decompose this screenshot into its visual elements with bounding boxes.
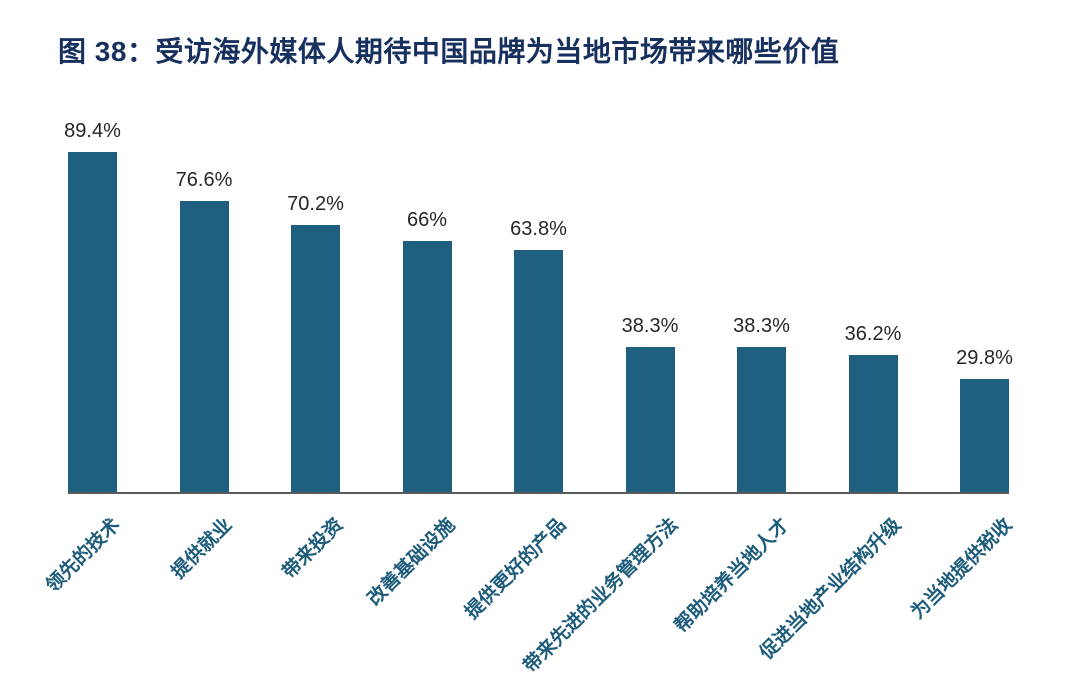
category-label: 带来投资 xyxy=(279,514,348,584)
bar-value-label: 76.6% xyxy=(175,169,233,191)
category-label: 帮助培养当地人才 xyxy=(671,514,794,637)
x-axis-category-labels: 领先的技术 提供就业 带来投资 改善基础设施 提供更好的产品 带来先进的业务管理方法 帮助培… xyxy=(43,505,1017,695)
bar xyxy=(625,347,675,493)
bar xyxy=(737,347,786,493)
bar xyxy=(68,152,117,493)
category-label: 为当地提供税收 xyxy=(907,514,1017,624)
bar xyxy=(514,250,563,493)
bar-value-label: 89.4% xyxy=(64,120,121,142)
bar-value-label: 29.8% xyxy=(956,347,1013,369)
bar-value-label: 38.3% xyxy=(621,315,679,337)
category-label: 改善基础设施 xyxy=(363,514,460,611)
category-label: 提供就业 xyxy=(167,514,237,584)
bar xyxy=(848,355,898,493)
bar xyxy=(179,201,229,493)
bar-value-label: 36.2% xyxy=(844,323,902,345)
bar-value-label: 66% xyxy=(406,209,448,231)
chart-title: 图 38：受访海外媒体人期待中国品牌为当地市场带来哪些价值 xyxy=(58,36,840,67)
category-label: 提供更好的产品 xyxy=(461,514,571,624)
bar xyxy=(960,379,1009,493)
bar-value-label: 70.2% xyxy=(287,193,344,215)
bar-value-label: 38.3% xyxy=(733,315,790,337)
plot-area: 89.4% 76.6% 70.2% 66% 63.8% 38.3% 38.3% 36.2% 29… xyxy=(64,110,1013,494)
category-label: 领先的技术 xyxy=(42,514,125,597)
bar xyxy=(402,241,452,493)
bar xyxy=(291,225,340,493)
bar-value-label: 63.8% xyxy=(510,218,567,240)
x-axis-line xyxy=(68,492,1009,494)
